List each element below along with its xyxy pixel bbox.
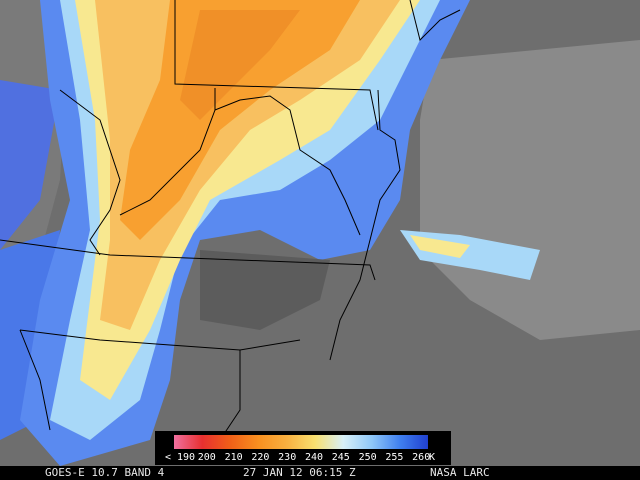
colorbar-label: 255 xyxy=(385,452,403,463)
footer: GOES-E 10.7 BAND 4 27 JAN 12 06:15 Z NAS… xyxy=(0,466,640,480)
source-label: NASA LARC xyxy=(430,466,490,479)
colorbar-gradient xyxy=(174,435,428,449)
colorbar-label: 200 xyxy=(198,452,216,463)
colorbar-unit: K xyxy=(429,452,435,463)
timestamp: 27 JAN 12 06:15 Z xyxy=(243,466,356,479)
colorbar-label: 240 xyxy=(305,452,323,463)
imagery xyxy=(0,0,640,466)
colorbar-label: 260 xyxy=(412,452,430,463)
state-borders xyxy=(0,0,461,441)
satellite-label: GOES-E 10.7 BAND 4 xyxy=(45,466,165,479)
colorbar-label: 230 xyxy=(278,452,296,463)
colorbar: < 190 200 210 220 230 240 245 250 255 260 K xyxy=(155,431,451,465)
colorbar-label: 220 xyxy=(251,452,269,463)
colorbar-label: 245 xyxy=(332,452,350,463)
colorbar-label: < 190 xyxy=(165,452,195,463)
colorbar-label: 250 xyxy=(359,452,377,463)
colorbar-label: 210 xyxy=(225,452,243,463)
